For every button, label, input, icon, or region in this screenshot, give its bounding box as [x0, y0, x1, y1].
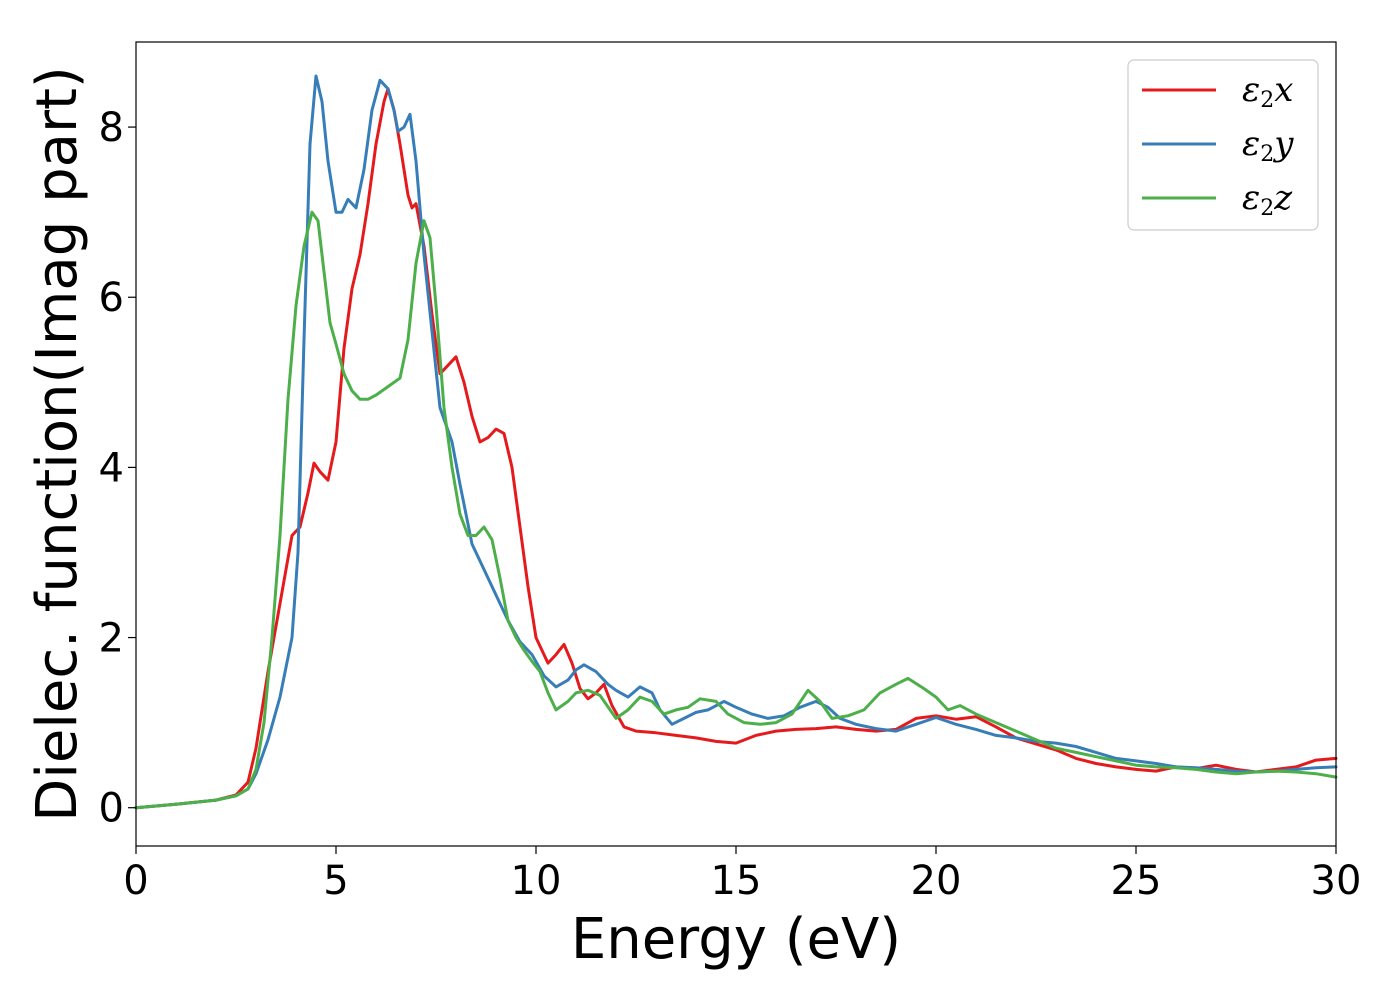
series-line-z: [134, 210, 1338, 810]
y-axis: 0 2 4 6 8: [99, 105, 136, 832]
x-tick-label: 30: [1311, 858, 1362, 904]
y-axis-label: Dielec. function(Imag part): [25, 66, 90, 822]
legend-label-z: ε2z: [1242, 178, 1293, 221]
x-tick-label: 15: [711, 858, 762, 904]
y-tick-label: 4: [99, 445, 124, 491]
x-axis-label: Energy (eV): [571, 907, 901, 972]
x-tick-label: 10: [511, 858, 562, 904]
series-line-x: [134, 87, 1338, 810]
legend-label-x: ε2x: [1242, 70, 1293, 113]
x-tick-label: 5: [323, 858, 348, 904]
y-tick-label: 2: [99, 616, 124, 662]
x-tick-label: 25: [1111, 858, 1162, 904]
x-tick-label: 20: [911, 858, 962, 904]
legend-frame: [1127, 59, 1319, 231]
y-tick-label: 8: [99, 105, 124, 151]
legend-label-y: ε2y: [1242, 124, 1294, 167]
y-tick-label: 0: [99, 786, 124, 832]
legend: ε2x ε2y ε2z: [1127, 59, 1319, 231]
plot-lines: [134, 74, 1338, 810]
x-tick-label: 0: [123, 858, 148, 904]
x-axis: 0 5 10 15 20 25 30: [123, 846, 1361, 904]
y-tick-label: 6: [99, 275, 124, 321]
